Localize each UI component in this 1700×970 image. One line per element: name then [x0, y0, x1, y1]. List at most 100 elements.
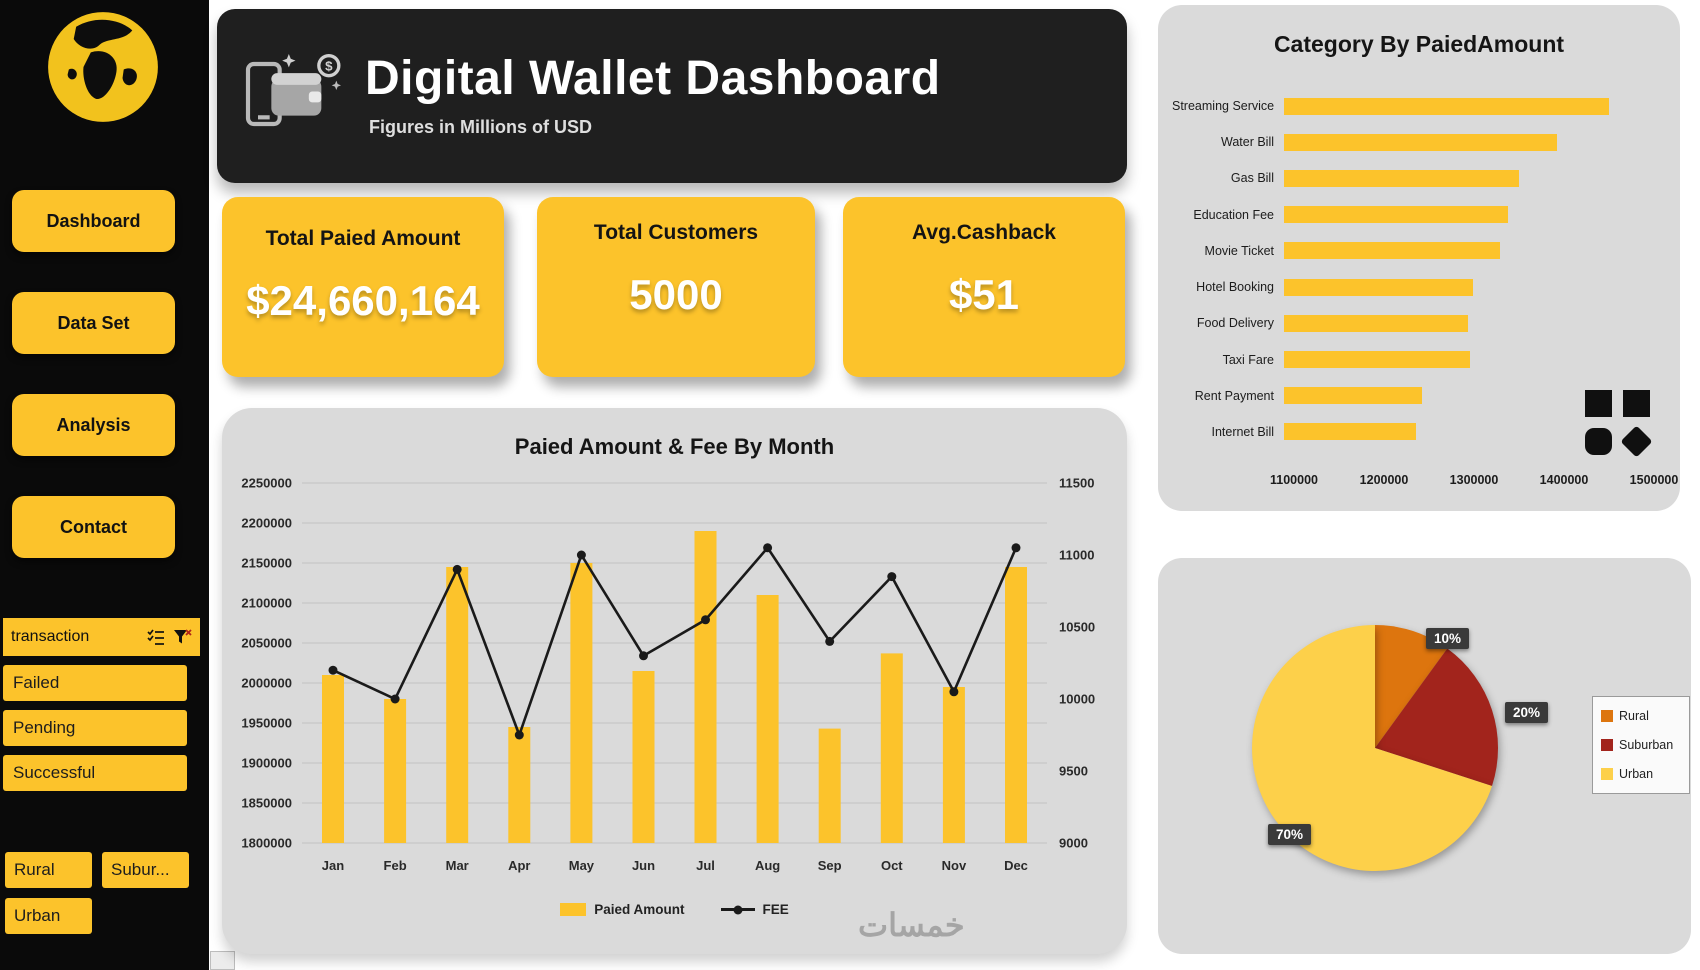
- watermark: خمسات: [858, 907, 965, 943]
- transaction-slicer-title: transaction: [11, 628, 90, 645]
- pie-legend: Rural Suburban Urban: [1592, 696, 1690, 794]
- category-axis-tick: 1300000: [1449, 473, 1499, 487]
- paied-amount-bar-nov: [942, 687, 965, 843]
- sidebar-item-dashboard[interactable]: Dashboard: [12, 190, 175, 252]
- category-row-hotel-booking: Hotel Booking: [1172, 272, 1654, 302]
- category-bar-water-bill: [1284, 133, 1558, 151]
- kpi-value: 5000: [629, 271, 723, 318]
- paied-amount-bar-dec: [1005, 567, 1027, 843]
- category-row-water-bill: Water Bill: [1172, 127, 1654, 157]
- legend-label: Paied Amount: [594, 902, 685, 917]
- left-axis-tick: 1850000: [241, 796, 292, 811]
- pie-slice-rural: [1375, 625, 1448, 748]
- transaction-option-successful[interactable]: Successful: [3, 755, 187, 791]
- kpi-card-total-paied-amount: Total Paied Amount $24,660,164: [222, 197, 504, 377]
- paied-amount-bar-aug: [756, 595, 779, 843]
- header-text: Digital Wallet Dashboard Figures in Mill…: [365, 53, 941, 137]
- right-axis-tick: 10500: [1059, 620, 1095, 635]
- dashboard-header: $ Digital Wallet Dashboard Figures in Mi…: [217, 9, 1127, 183]
- fee-point-nov: [949, 687, 959, 697]
- month-label: Sep: [818, 858, 842, 873]
- paied-amount-swatch: [560, 903, 587, 916]
- category-label: Hotel Booking: [1196, 280, 1274, 295]
- category-bar-education-fee: [1284, 206, 1508, 224]
- fee-point-apr: [514, 730, 524, 740]
- category-label: Taxi Fare: [1222, 352, 1274, 367]
- category-bar-track: [1284, 242, 1654, 260]
- monthly-combo-chart-panel: Paied Amount & Fee By Month 1800000 18500…: [222, 408, 1127, 954]
- pie-legend-item-urban: Urban: [1601, 767, 1681, 781]
- kpi-label: Total Customers: [593, 221, 759, 244]
- paied-amount-bar-jan: [322, 675, 344, 843]
- month-label: Feb: [384, 858, 407, 873]
- multi-select-icon[interactable]: [146, 628, 166, 646]
- fee-point-aug: [763, 543, 773, 553]
- fee-point-may: [576, 550, 586, 560]
- category-bar-track: [1284, 423, 1654, 441]
- category-row-gas-bill: Gas Bill: [1172, 163, 1654, 193]
- sidebar-item-data-set[interactable]: Data Set: [12, 292, 175, 354]
- category-bar-rent-payment: [1284, 387, 1422, 405]
- kpi-value: $51: [948, 271, 1020, 318]
- category-label: Movie Ticket: [1204, 243, 1274, 258]
- clear-filter-icon[interactable]: [173, 628, 192, 646]
- kpi-card-avg-cashback: Avg.Cashback $51: [843, 197, 1125, 377]
- slicer-icons: [146, 628, 192, 646]
- fee-point-jul: [701, 615, 710, 625]
- transaction-slicer-header: transaction: [3, 618, 200, 656]
- category-bar-movie-ticket: [1284, 242, 1501, 260]
- legend-item-fee: FEE: [720, 902, 789, 917]
- left-axis-tick: 1900000: [241, 756, 292, 771]
- category-bar-track: [1284, 351, 1654, 369]
- category-chart-panel: Category By PaiedAmount Streaming Servic…: [1158, 5, 1680, 511]
- paied-amount-bar-sep: [818, 728, 841, 843]
- legend-swatch: [1601, 739, 1613, 751]
- right-axis-tick: 10000: [1059, 692, 1095, 707]
- left-axis-tick: 2200000: [241, 516, 292, 531]
- category-label: Gas Bill: [1230, 171, 1274, 186]
- transaction-option-failed[interactable]: Failed: [3, 665, 187, 701]
- kpi-value: $24,660,164: [246, 277, 480, 324]
- paied-amount-bar-oct: [880, 653, 903, 843]
- transaction-option-pending[interactable]: Pending: [3, 710, 187, 746]
- globe-logo-icon: [42, 6, 164, 128]
- category-bar-track: [1284, 169, 1654, 187]
- category-label: Education Fee: [1193, 207, 1274, 222]
- category-bar-track: [1284, 314, 1654, 332]
- diamond-shape-icon: [1620, 425, 1653, 458]
- paied-amount-bar-feb: [384, 699, 407, 843]
- paied-amount-bar-may: [570, 563, 593, 843]
- wallet-icon: $: [243, 50, 343, 143]
- right-axis-tick: 11500: [1059, 476, 1094, 491]
- month-label: Nov: [942, 858, 967, 873]
- area-slicer: Rural Subur... Urban: [5, 852, 193, 934]
- sidebar-item-contact[interactable]: Contact: [12, 496, 175, 558]
- category-label: Streaming Service: [1172, 99, 1275, 113]
- pie-slice-urban: [1252, 625, 1492, 871]
- category-row-streaming-service: Streaming Service: [1172, 91, 1654, 121]
- fee-point-feb: [390, 694, 400, 704]
- month-label: Aug: [755, 858, 780, 873]
- coin-dollar-glyph: $: [325, 58, 333, 73]
- transaction-slicer: transaction Failed Pen: [3, 618, 200, 791]
- transaction-options: Failed Pending Successful: [3, 665, 187, 791]
- area-option-subur[interactable]: Subur...: [102, 852, 189, 888]
- sidebar-item-analysis[interactable]: Analysis: [12, 394, 175, 456]
- area-option-rural[interactable]: Rural: [5, 852, 92, 888]
- square-shape-icon: [1585, 390, 1612, 417]
- area-option-urban[interactable]: Urban: [5, 898, 92, 934]
- category-bar-hotel-booking: [1284, 278, 1473, 296]
- month-label: Jun: [632, 858, 655, 873]
- category-label: Internet Bill: [1211, 424, 1274, 439]
- category-bar-track: [1284, 206, 1654, 224]
- category-axis-tick: 1400000: [1539, 473, 1589, 487]
- right-axis-tick: 11000: [1059, 548, 1094, 563]
- legend-swatch: [1601, 710, 1613, 722]
- category-label: Food Delivery: [1196, 316, 1274, 331]
- scrollbar-corner: [210, 951, 235, 970]
- category-row-rent-payment: Rent Payment: [1172, 381, 1654, 411]
- category-bar-track: [1284, 133, 1654, 151]
- category-row-taxi-fare: Taxi Fare: [1172, 345, 1654, 375]
- legend-swatch: [1601, 768, 1613, 780]
- right-axis-tick: 9500: [1059, 764, 1088, 779]
